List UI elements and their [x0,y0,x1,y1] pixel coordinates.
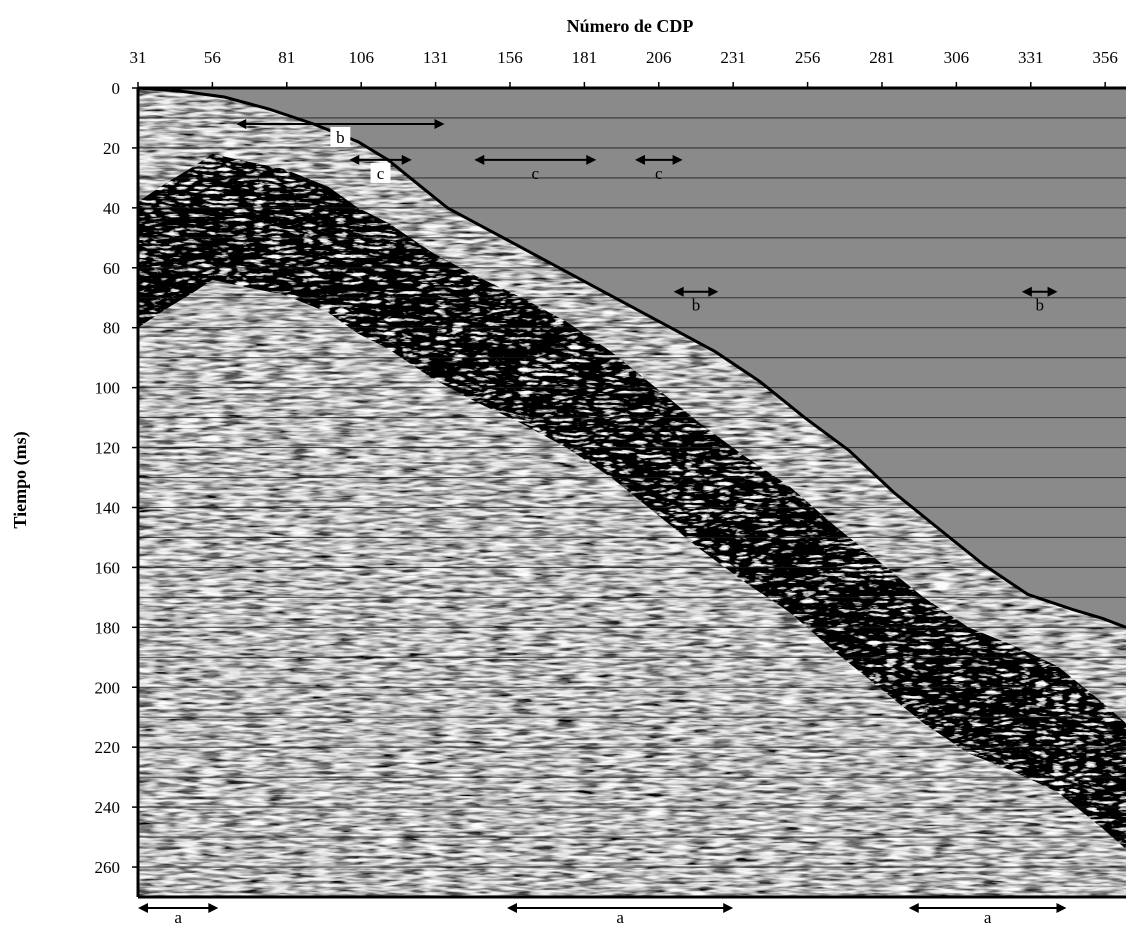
arrow-head-left [349,154,360,165]
y-tick-label: 180 [95,618,121,637]
arrow-head-right [586,154,597,165]
arrow-head-left [236,118,247,129]
annotation-arrow-a: a [507,903,734,925]
x-tick-label: 356 [1092,48,1118,67]
x-axis-ticks: 31 56 81 106 131 156 181 206 231 256 281 306 331 356 [130,48,1118,88]
annotation-arrow-a: a [908,903,1067,925]
arrow-head-left [673,286,684,297]
y-tick-label: 220 [95,738,121,757]
x-tick-label: 256 [795,48,821,67]
arrow-head-right [434,118,445,129]
plot-area [138,88,1126,897]
x-tick-label: 206 [646,48,672,67]
arrow-head-left [1021,286,1032,297]
arrow-head-left [138,903,148,913]
annotations: b c c c b b a a a [138,118,1067,925]
y-tick-label: 100 [95,379,121,398]
annotation-label: b [692,296,701,315]
arrow-head-left [634,154,645,165]
y-axis-label: Tiempo (ms) [10,431,31,528]
annotation-label: a [174,908,182,925]
annotation-arrow-b: b [236,118,445,147]
x-tick-label: 306 [944,48,970,67]
annotation-label: c [377,164,385,183]
arrow-head-right [708,286,719,297]
annotation-arrow-c: c [349,154,412,183]
annotation-label: c [532,164,540,183]
annotation-arrow-b: b [1021,286,1058,315]
annotation-label-box [370,162,391,183]
arrow-head-left [908,903,919,913]
x-tick-label: 156 [497,48,523,67]
annotation-arrow-a: a [138,903,219,925]
x-tick-label: 181 [572,48,598,67]
annotation-label: b [1035,296,1044,315]
arrow-head-right [1056,903,1067,913]
arrow-head-right [208,903,219,913]
y-tick-label: 140 [95,498,121,517]
x-tick-label: 31 [130,48,147,67]
arrow-head-left [507,903,518,913]
y-tick-label: 20 [103,139,120,158]
arrow-head-right [401,154,412,165]
y-tick-label: 160 [95,558,121,577]
x-tick-label: 131 [423,48,449,67]
arrow-head-left [474,154,485,165]
muted-zone [138,88,1126,628]
y-tick-label: 80 [103,319,120,338]
plot-frame [136,86,1126,899]
x-tick-label: 281 [869,48,895,67]
annotation-label: b [336,128,345,147]
y-tick-label: 0 [112,79,121,98]
annotation-arrow-b: b [673,286,719,315]
y-tick-label: 240 [95,798,121,817]
annotation-label: a [984,908,992,925]
y-tick-label: 260 [95,858,121,877]
y-tick-label: 40 [103,199,120,218]
y-tick-label: 120 [95,439,121,458]
arrow-head-right [672,154,683,165]
timing-lines [138,117,1126,868]
annotation-label: c [655,164,663,183]
x-tick-label: 106 [348,48,374,67]
annotation-arrow-c: c [634,154,683,183]
annotation-arrow-c: c [474,154,597,183]
x-axis-label: Número de CDP [567,16,694,36]
y-axis-ticks: 0 20 40 60 80 100 120 140 160 180 200 220 240 260 [95,79,138,877]
x-tick-label: 331 [1018,48,1044,67]
x-tick-label: 56 [204,48,221,67]
arrow-head-right [1047,286,1058,297]
annotation-label-box [330,126,351,147]
y-tick-label: 200 [95,678,121,697]
x-tick-label: 231 [720,48,746,67]
y-tick-label: 60 [103,259,120,278]
x-tick-label: 81 [278,48,295,67]
arrow-head-right [723,903,734,913]
annotation-label: a [616,908,624,925]
